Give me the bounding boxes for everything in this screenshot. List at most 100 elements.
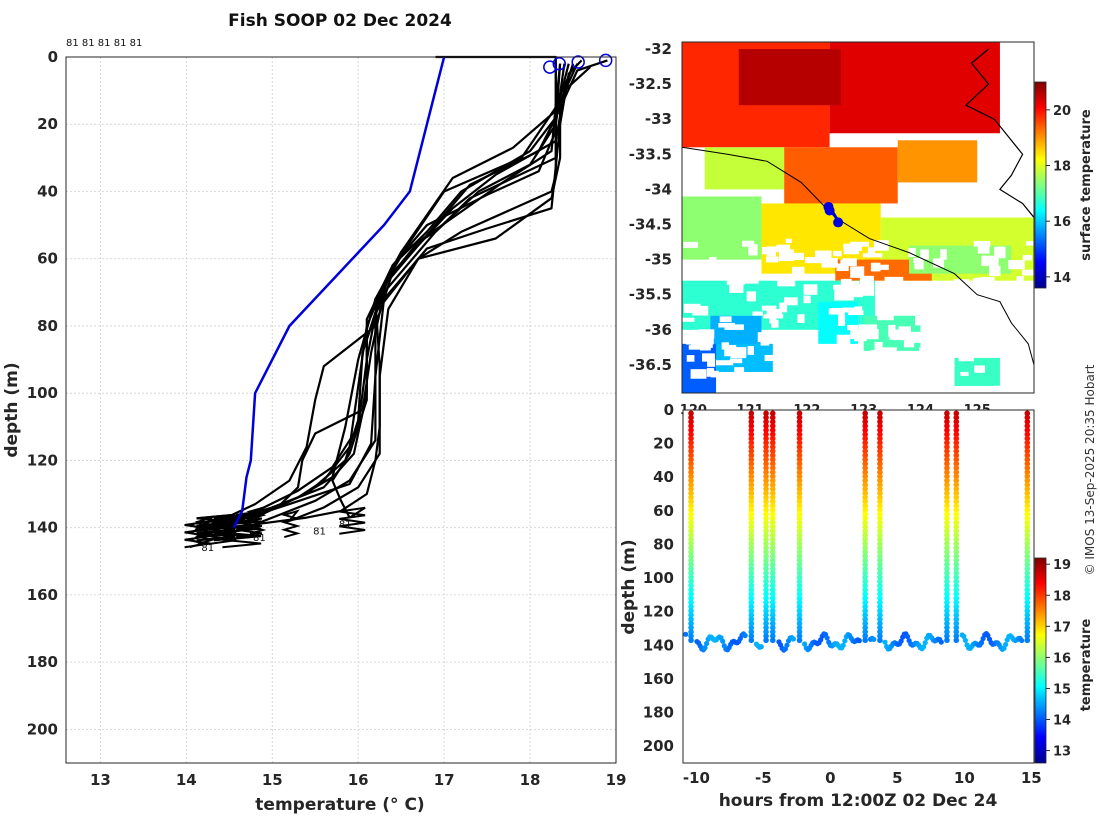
cast-sample — [769, 536, 776, 543]
cast-sample — [1024, 566, 1031, 572]
cast-sample — [796, 599, 803, 606]
cast-sample — [953, 410, 960, 417]
cloud-gap — [833, 382, 841, 393]
sst-colorbar-ticks: 14 16 18 20 — [1046, 104, 1071, 286]
cast-sample — [748, 439, 755, 446]
cast-sample — [763, 599, 769, 606]
cast-sample — [953, 414, 960, 421]
cloud-gap — [884, 276, 904, 287]
cloud-gap — [731, 347, 747, 357]
cast-sample — [944, 473, 950, 480]
cloud-gap — [914, 258, 924, 270]
cloud-gap — [762, 247, 774, 255]
cast-sample — [796, 456, 803, 463]
cast-sample — [953, 477, 960, 484]
cast-sample — [763, 507, 769, 513]
cast-sample — [748, 540, 755, 547]
cast-sample — [688, 624, 694, 631]
lat-tick-label: -33 — [645, 110, 672, 128]
cb-tick-label: 13 — [1053, 745, 1071, 760]
cast-sample — [953, 515, 960, 522]
cast-sample — [796, 557, 803, 564]
depth-tick-label: 60 — [653, 502, 674, 520]
cast-sample — [862, 515, 868, 522]
cast-sample — [763, 452, 769, 459]
cloud-gap — [855, 384, 866, 393]
cast-sample — [862, 528, 868, 534]
cast-sample — [769, 595, 776, 602]
cast-sample — [688, 469, 694, 475]
cast-sample — [748, 427, 755, 433]
y-axis-label: depth (m) — [2, 362, 22, 457]
cast-sample — [769, 608, 776, 614]
cast-sample — [944, 549, 950, 555]
cast-sample — [688, 465, 694, 471]
cast-sample — [748, 465, 755, 471]
profile-series-line — [289, 63, 579, 522]
cast-sample — [763, 498, 769, 505]
cast-sample — [944, 599, 950, 606]
cast-sample — [953, 599, 960, 606]
cast-sample — [769, 545, 776, 551]
cloud-gap — [766, 309, 783, 318]
cast-sample — [944, 608, 950, 614]
cast-sample — [1024, 629, 1031, 635]
y-tick-label: 20 — [37, 115, 58, 133]
cloud-gap — [974, 300, 981, 310]
cloud-gap — [1019, 313, 1027, 321]
cloud-gap — [850, 266, 865, 278]
cb-tick-label: 18 — [1053, 589, 1071, 604]
cast-sample — [769, 524, 776, 530]
cast-sample — [763, 465, 769, 471]
cast-sample — [796, 603, 803, 610]
bottom-sample — [702, 645, 708, 651]
depth-tick-label: 180 — [643, 704, 674, 722]
cloud-gap — [877, 313, 894, 321]
cast-sample — [688, 427, 694, 433]
cast-sample — [862, 566, 868, 572]
cast-sample — [877, 620, 883, 627]
cast-sample — [944, 536, 950, 543]
cast-sample — [953, 503, 960, 509]
cast-sample — [769, 465, 776, 471]
cast-sample — [769, 444, 776, 450]
cast-sample — [688, 477, 694, 484]
cast-sample — [769, 633, 776, 639]
cast-sample — [1024, 477, 1031, 484]
cast-sample — [796, 498, 803, 505]
cloud-gap — [974, 365, 986, 373]
cast-sample — [862, 536, 868, 543]
cast-sample — [796, 528, 803, 534]
cast-sample — [1024, 435, 1031, 442]
cast-sample — [769, 616, 776, 623]
cast-sample — [877, 507, 883, 513]
cast-sample — [763, 473, 769, 480]
map-frame — [681, 41, 1035, 394]
cast-sample — [748, 414, 755, 421]
cast-sample — [769, 578, 776, 585]
cast-sample — [796, 414, 803, 421]
cast-sample — [953, 498, 960, 505]
cast-sample — [769, 486, 776, 492]
cloud-gap — [686, 355, 695, 362]
cloud-gap — [995, 289, 1007, 300]
cast-sample — [769, 473, 776, 480]
sst-colorbar — [1034, 81, 1047, 289]
profile-series-line — [237, 63, 570, 533]
cloud-gap — [1025, 241, 1034, 246]
cloud-gap — [941, 317, 961, 329]
cast-sample — [688, 633, 694, 639]
cast-sample — [796, 629, 803, 635]
cloud-gap — [748, 244, 758, 256]
lat-tick-label: -35.5 — [629, 286, 672, 304]
cloud-gap — [741, 387, 749, 392]
cast-sample — [748, 410, 755, 417]
cast-sample — [796, 570, 803, 576]
cloud-gap — [719, 316, 732, 323]
y-tick-label: 60 — [37, 250, 58, 268]
cast-sample — [796, 444, 803, 450]
cast-sample — [944, 494, 950, 501]
x-tick-label: 18 — [520, 771, 541, 789]
cast-sample — [748, 448, 755, 454]
